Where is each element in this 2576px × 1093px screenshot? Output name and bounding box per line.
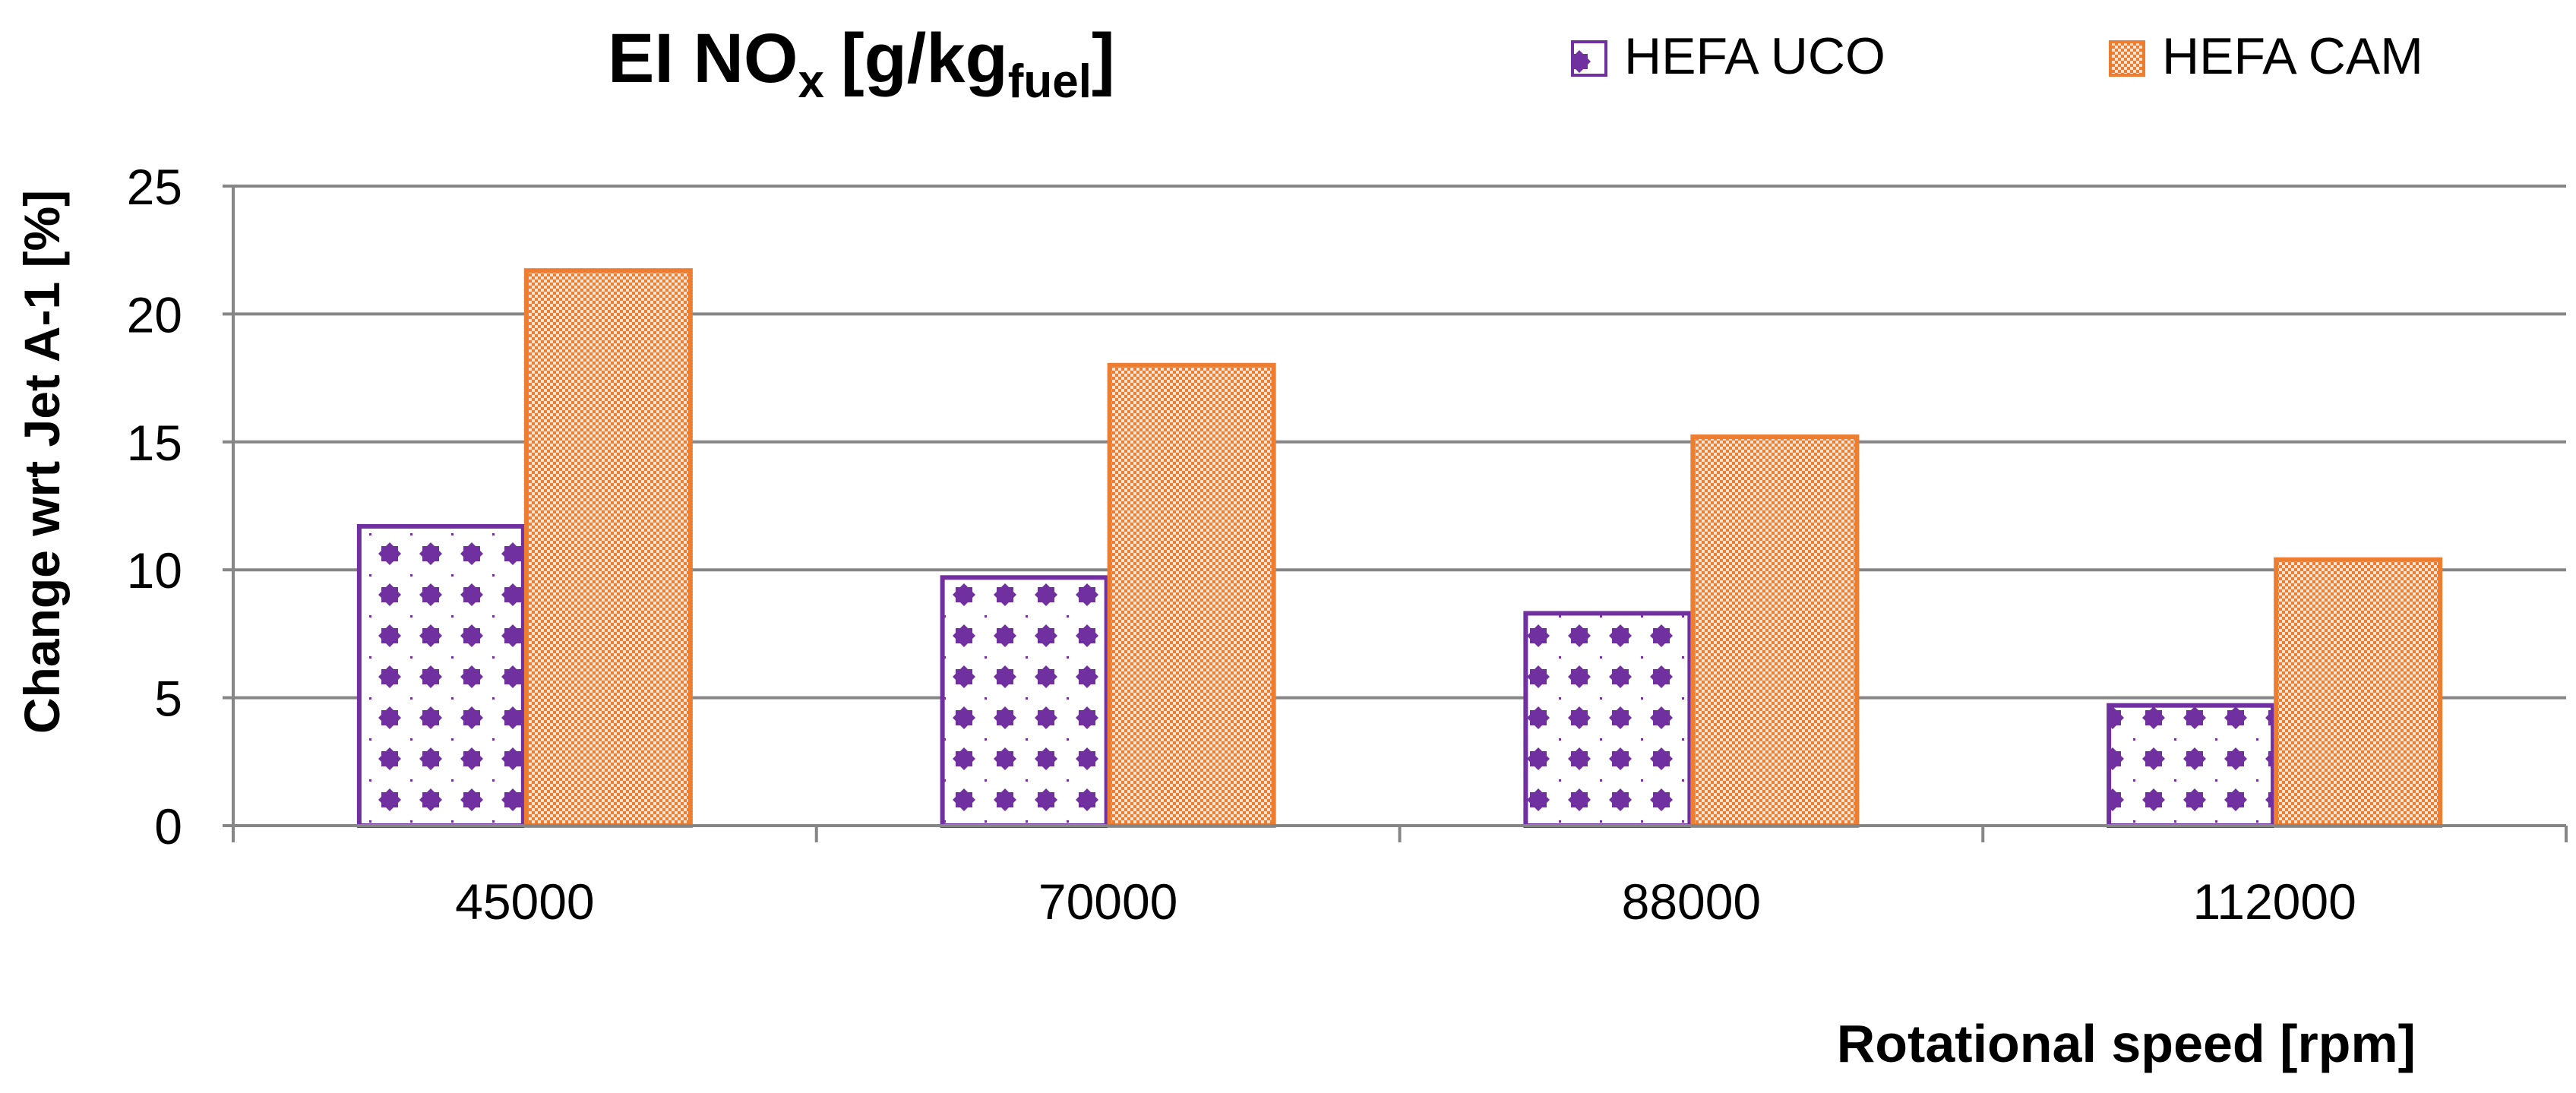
- y-tick-label-10: 10: [127, 542, 182, 599]
- legend-label-hefa-uco: HEFA UCO: [1624, 27, 1885, 85]
- chart-title-sub-x: x: [798, 55, 824, 108]
- bar-hefa-cam-70000: [1107, 362, 1276, 828]
- x-tick-label-112000: 112000: [2192, 873, 2356, 930]
- legend-swatch-hefa-cam: [2109, 40, 2145, 77]
- legend: HEFA UCO HEFA CAM: [1571, 27, 2423, 85]
- bar-hefa-uco-45000: [356, 523, 526, 828]
- bar-hefa-uco-70000: [940, 575, 1109, 829]
- x-tick-label-70000: 70000: [1038, 873, 1178, 930]
- axes: [232, 186, 2568, 842]
- bars: [356, 268, 2443, 829]
- bar-hefa-cam-45000: [523, 268, 693, 829]
- legend-swatch-hefa-uco: [1571, 40, 1607, 77]
- y-tick-label-0: 0: [154, 798, 182, 854]
- chart-title-sub-fuel: fuel: [1008, 55, 1092, 108]
- chart-title: EI NOx [g/kgfuel]: [608, 20, 1115, 108]
- chart-title-close: ]: [1092, 20, 1115, 97]
- legend-label-hefa-cam: HEFA CAM: [2162, 27, 2423, 85]
- bar-hefa-uco-88000: [1523, 611, 1693, 828]
- y-tick-label-15: 15: [127, 415, 182, 471]
- bar-hefa-cam-112000: [2274, 557, 2443, 829]
- x-tick-label-88000: 88000: [1622, 873, 1762, 930]
- y-tick-label-5: 5: [154, 671, 182, 727]
- chart-title-main: EI NO: [608, 20, 798, 97]
- y-tick-label-25: 25: [127, 159, 182, 215]
- x-tick-labels: 45000 70000 88000 112000: [455, 873, 2356, 930]
- chart-title-bracket: [g/kg: [841, 20, 1008, 97]
- bar-hefa-uco-112000: [2107, 703, 2276, 828]
- y-axis-title: Change wrt Jet A-1 [%]: [14, 190, 70, 734]
- x-axis-title: Rotational speed [rpm]: [1837, 1014, 2416, 1073]
- y-tick-label-20: 20: [127, 286, 182, 343]
- bar-hefa-cam-88000: [1690, 434, 1860, 829]
- y-tick-labels: 0 5 10 15 20 25: [127, 159, 233, 854]
- x-tick-label-45000: 45000: [455, 873, 595, 930]
